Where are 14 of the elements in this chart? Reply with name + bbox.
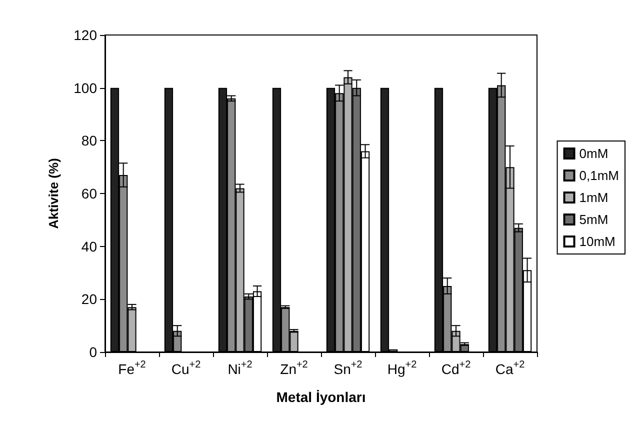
y-axis-title: Aktivite (%) [46, 158, 61, 229]
legend-label: 0,1mM [579, 168, 620, 183]
y-tick-label: 80 [81, 132, 98, 149]
legend-label: 5mM [579, 212, 608, 227]
y-tick-label: 20 [81, 291, 98, 308]
y-tick-label: 0 [89, 344, 98, 360]
legend-label: 10mM [579, 234, 616, 249]
y-tick-label: 40 [81, 238, 98, 254]
y-tick-label: 60 [81, 186, 98, 202]
x-axis-title: Metal İyonları [276, 389, 366, 405]
legend-label: 1mM [579, 190, 608, 205]
y-tick-label: 100 [74, 80, 98, 96]
y-tick-label: 120 [74, 27, 98, 43]
legend-label: 0mM [579, 146, 608, 161]
